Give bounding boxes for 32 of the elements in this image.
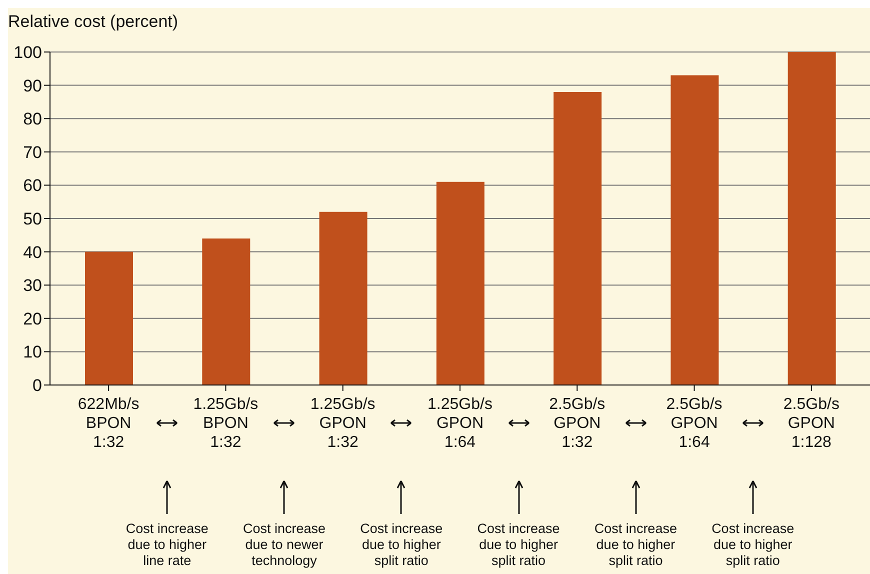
y-axis-title: Relative cost (percent) xyxy=(8,12,178,32)
bar xyxy=(85,252,133,385)
bar xyxy=(554,92,602,385)
text: Cost increase due to higher split ratio xyxy=(476,521,561,569)
y-tick-label: 50 xyxy=(23,210,42,229)
x-tick-label: 2.5Gb/s GPON 1:128 xyxy=(783,396,840,451)
y-tick-label: 90 xyxy=(23,76,42,96)
y-tick-label: 100 xyxy=(14,43,42,62)
bar xyxy=(202,238,250,385)
y-tick-label: 0 xyxy=(32,376,42,396)
text: Cost increase due to higher split ratio xyxy=(359,521,444,569)
x-tick-label: 1.25Gb/s GPON 1:32 xyxy=(310,396,376,451)
x-tick-label: 2.5Gb/s GPON 1:32 xyxy=(549,396,606,451)
text: Cost increase due to higher split ratio xyxy=(710,521,796,569)
bar xyxy=(670,75,719,385)
bar xyxy=(788,52,836,385)
text: Cost increase due to higher split ratio xyxy=(593,521,678,569)
y-tick-label: 40 xyxy=(23,242,42,262)
x-tick-label: 2.5Gb/s GPON 1:64 xyxy=(666,396,722,451)
x-tick-label: 1.25Gb/s GPON 1:64 xyxy=(428,396,492,451)
text: Cost increase due to higher line rate xyxy=(124,521,210,569)
y-tick-label: 60 xyxy=(23,176,42,196)
y-tick-label: 20 xyxy=(23,309,42,328)
x-tick-label: 1.25Gb/s BPON 1:32 xyxy=(193,396,258,451)
x-tick-label: 622Mb/s BPON 1:32 xyxy=(78,396,140,451)
bar xyxy=(436,182,484,385)
y-tick-label: 80 xyxy=(23,110,42,129)
text: Cost increase due to newer technology xyxy=(242,521,327,569)
bar xyxy=(319,212,368,385)
y-tick-label: 10 xyxy=(23,342,42,362)
y-tick-label: 30 xyxy=(23,276,42,296)
y-tick-label: 70 xyxy=(23,142,42,162)
